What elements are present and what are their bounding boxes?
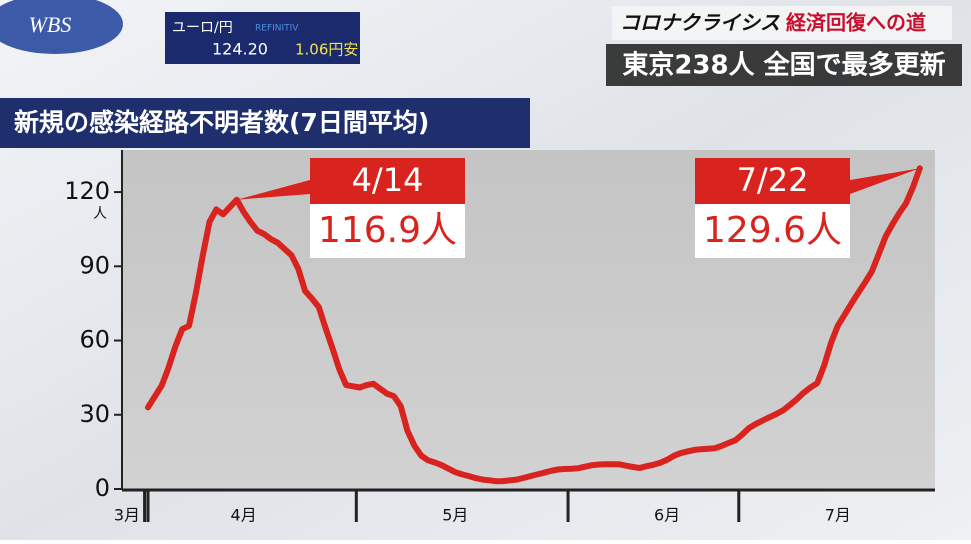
y-tick-label: 30 [79,400,110,428]
value-label: 129.6人 [703,210,842,251]
callout-head [310,158,465,204]
y-tick-label: 120 [64,177,110,205]
x-tick-label: 7月 [825,506,851,525]
data-line [145,165,923,485]
logo: WBS [29,12,72,37]
value-label: 116.9人 [318,210,457,251]
title-banner [0,98,530,148]
ticker-label: ユーロ/円 [172,20,233,36]
series-title-box [612,6,952,40]
x-tick-label: 4月 [231,506,257,525]
series-title-b: 経済回復への道 [786,11,926,35]
headline: 東京238人 全国で最多更新 [622,50,945,81]
ticker-change: 1.06円安 [295,41,358,59]
y-tick-label: 0 [95,474,110,502]
y-tick-label: 90 [79,251,110,279]
ticker-box [165,12,360,64]
callout-body [310,204,465,258]
callout-body [695,204,850,258]
y-unit: 人 [93,206,107,222]
callout-date: 4/14 [352,161,424,199]
callout-head [695,158,850,204]
chart-title: 新規の感染経路不明者数(7日間平均) [14,108,429,137]
callout-pointer [236,180,310,200]
ticker-rate: 124.20 [212,40,268,59]
x-tick-label: 3月 [114,506,140,525]
ticker-provider: REFINITIV [255,24,299,34]
y-tick-label: 60 [79,326,110,354]
x-tick-label: 5月 [442,506,468,525]
callout-pointer [850,168,920,194]
headline-box [606,44,962,86]
x-tick-label: 6月 [654,506,680,525]
logo-badge [0,0,123,54]
series-title-a: コロナクライシス [620,11,780,35]
callout-date: 7/22 [737,161,809,199]
